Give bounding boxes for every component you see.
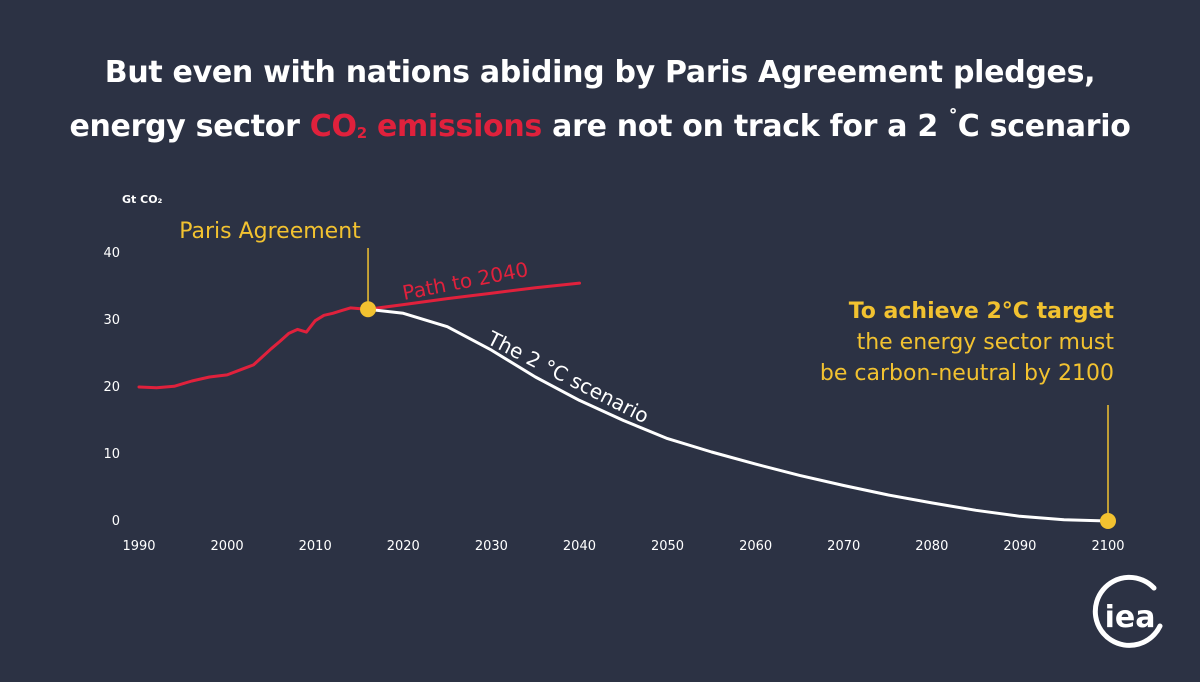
title-line-2-post: are not on track for a 2 — [541, 109, 949, 144]
y-axis-unit-label: Gt CO₂ — [122, 193, 163, 206]
y-tick-label: 10 — [103, 447, 120, 462]
x-tick-label: 2090 — [1003, 539, 1036, 554]
title-highlight-rest: emissions — [366, 109, 542, 144]
x-tick-label: 1990 — [122, 539, 155, 554]
title-highlight-subscript: 2 — [356, 124, 367, 142]
series-line-path-to-2040 — [366, 281, 581, 311]
target-annotation: To achieve 2°C target the energy sector … — [694, 296, 1114, 389]
target-heading: To achieve 2°C target — [848, 299, 1114, 324]
x-tick-label: 2070 — [827, 539, 860, 554]
iea-logo-ring — [1092, 574, 1163, 648]
x-tick-label: 2040 — [563, 539, 596, 554]
target-line-2: the energy sector must — [856, 330, 1114, 355]
x-tick-label: 2050 — [651, 539, 684, 554]
title-highlight: CO2 emissions — [309, 109, 543, 144]
title-degree-sign: ˚ — [948, 107, 958, 131]
iea-logo: iea — [1092, 574, 1163, 648]
x-tick-label: 2000 — [211, 539, 244, 554]
y-tick-label: 30 — [103, 313, 120, 328]
y-tick-label: 20 — [103, 380, 120, 395]
paris-agreement-label: Paris Agreement — [179, 219, 361, 244]
y-axis-ticks: 0 10 20 30 40 — [103, 246, 120, 529]
series-line-the-2-c-scenario — [366, 307, 1110, 523]
two-degree-scenario-label: The 2 °C scenario — [483, 326, 653, 428]
target-line-3: be carbon-neutral by 2100 — [819, 361, 1114, 386]
x-tick-label: 2020 — [387, 539, 420, 554]
chart-series — [137, 281, 1110, 523]
y-tick-label: 0 — [112, 514, 120, 529]
iea-logo-text: iea — [1105, 600, 1156, 635]
x-tick-label: 2060 — [739, 539, 772, 554]
chart-marker-point — [1100, 513, 1116, 529]
y-tick-label: 40 — [103, 246, 120, 261]
title-line-2: energy sector CO2 emissions are not on t… — [0, 96, 1200, 156]
x-tick-label: 2010 — [299, 539, 332, 554]
x-axis-ticks: 1990 2000 2010 2020 2030 2040 2050 2060 2070 2080… — [122, 539, 1124, 554]
annotation-guides — [367, 248, 1109, 521]
chart-title: But even with nations abiding by Paris A… — [0, 50, 1200, 156]
chart-markers — [360, 301, 1116, 529]
title-line-2-pre: energy sector — [69, 109, 310, 144]
x-tick-label: 2100 — [1091, 539, 1124, 554]
chart-marker-point — [360, 301, 377, 318]
title-line-1: But even with nations abiding by Paris A… — [104, 55, 1096, 90]
x-tick-label: 2080 — [915, 539, 948, 554]
title-highlight-co: CO — [309, 109, 357, 144]
series-line-historical — [137, 306, 370, 390]
x-tick-label: 2030 — [475, 539, 508, 554]
title-line-2-end: C scenario — [957, 109, 1131, 144]
